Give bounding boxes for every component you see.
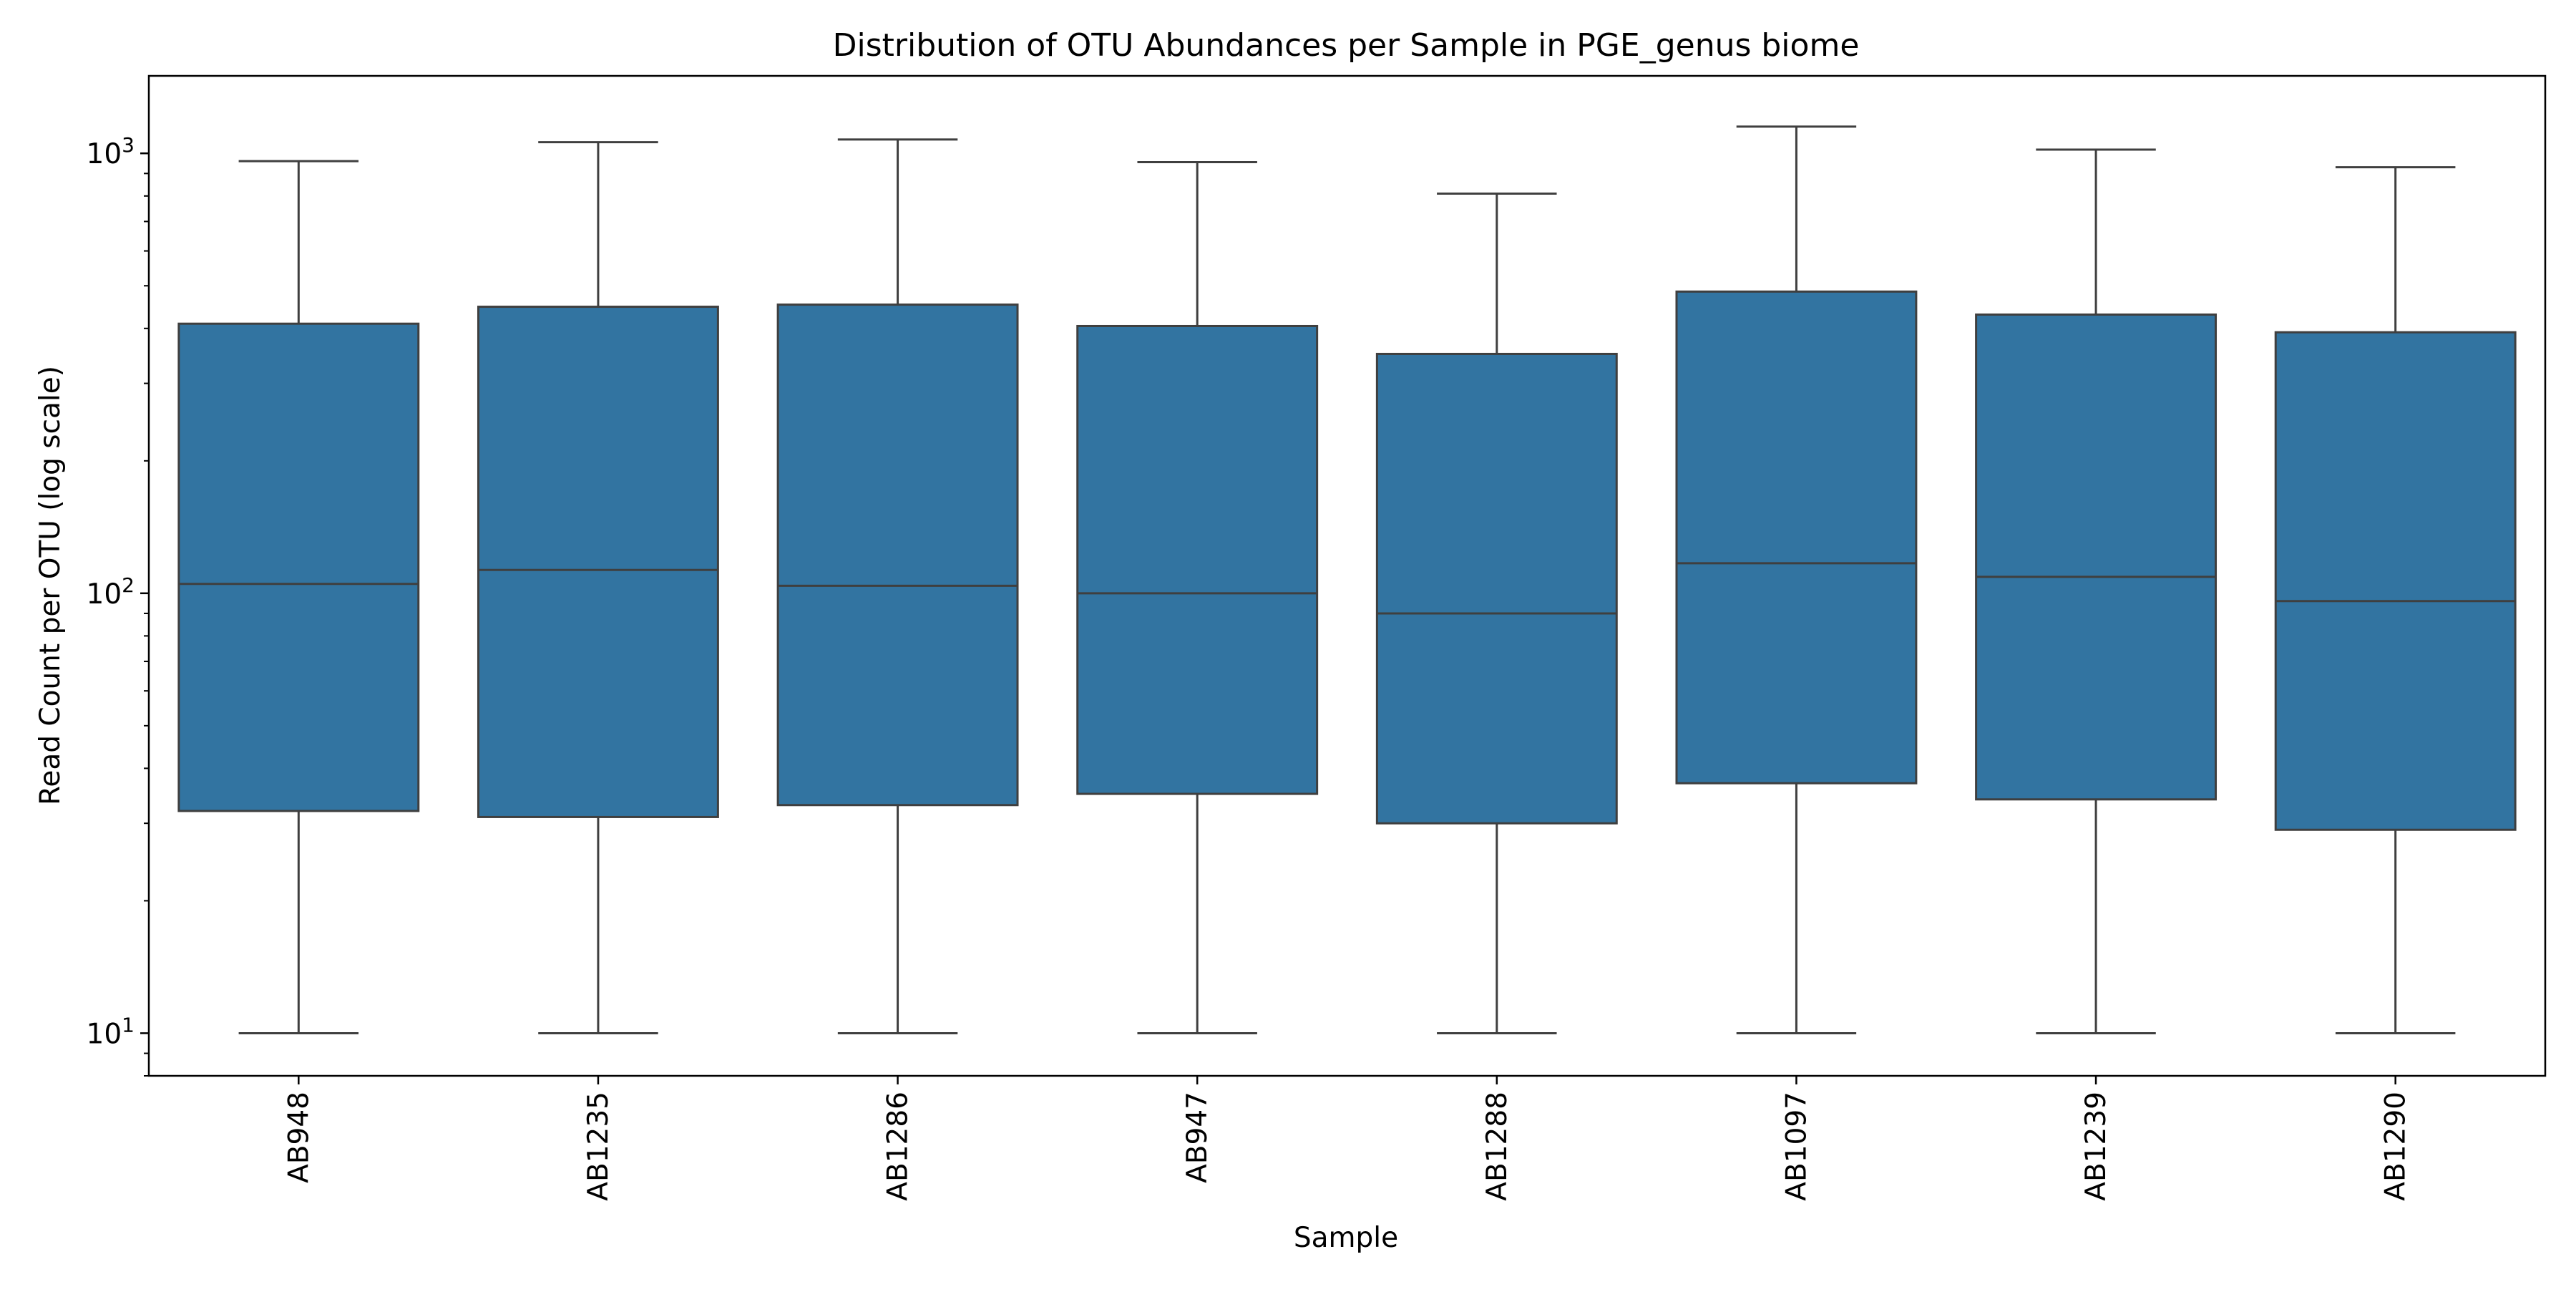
x-tick-label: AB948 <box>283 1092 315 1183</box>
plot-frame <box>147 74 2547 1077</box>
box-AB1239 <box>1975 313 2218 801</box>
x-axis-label: Sample <box>1294 1222 1398 1254</box>
x-tick-label: AB1290 <box>2380 1092 2412 1201</box>
box-AB1097 <box>1675 290 1918 785</box>
x-tick-label: AB947 <box>1181 1092 1214 1183</box>
box-AB948 <box>177 322 420 812</box>
y-axis-label: Read Count per OTU (log scale) <box>34 366 67 805</box>
chart-title: Distribution of OTU Abundances per Sampl… <box>833 27 1860 64</box>
box-AB1286 <box>776 303 1019 807</box>
y-tick-label: 102 <box>87 573 135 611</box>
x-tick-label: AB1288 <box>1481 1092 1513 1201</box>
plot-area: AB948 AB1235 AB1286 AB947 AB1288 AB1097 AB1239… <box>87 74 2547 1201</box>
x-tick-label: AB1097 <box>1780 1092 1813 1201</box>
box-AB1288 <box>1375 352 1618 825</box>
box-AB1235 <box>477 306 719 818</box>
x-tick-label: AB1235 <box>582 1092 615 1201</box>
x-tick-label: AB1286 <box>882 1092 914 1201</box>
box-AB1290 <box>2274 331 2517 831</box>
box-AB947 <box>1076 324 1319 795</box>
y-tick-label: 103 <box>87 133 135 170</box>
x-tick-label: AB1239 <box>2080 1092 2112 1201</box>
y-tick-label: 101 <box>87 1013 135 1050</box>
